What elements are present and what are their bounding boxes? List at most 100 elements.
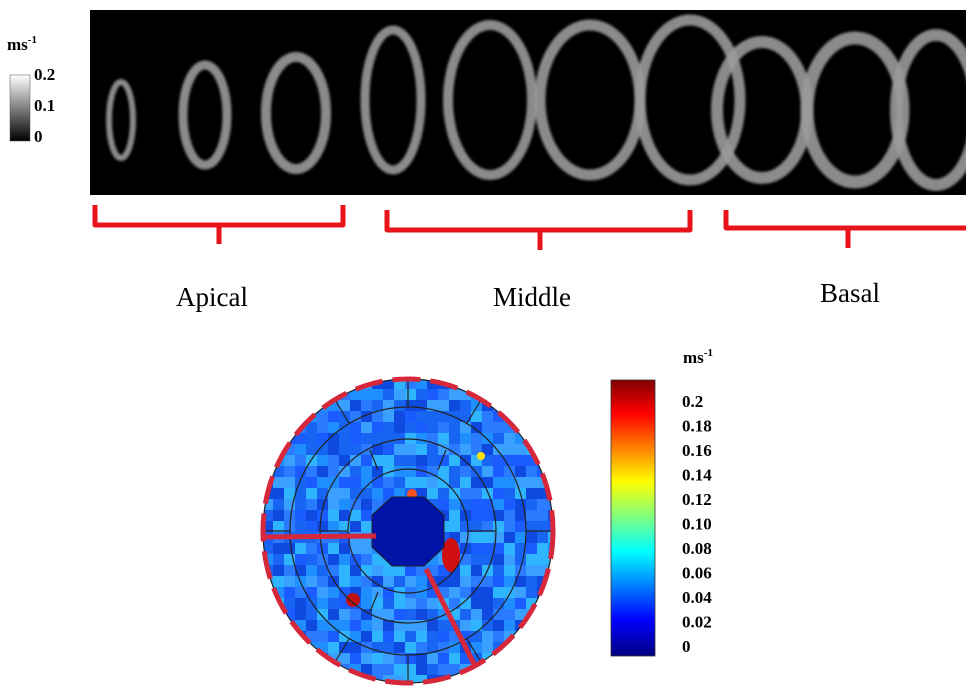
- pixel: [372, 664, 383, 675]
- pixel: [416, 400, 427, 411]
- tick-label: 0.16: [682, 441, 712, 460]
- pixel: [339, 477, 350, 488]
- pixel: [405, 631, 416, 642]
- pixel: [493, 598, 504, 609]
- pixel: [460, 466, 471, 477]
- pixel: [361, 521, 372, 532]
- pixel: [394, 642, 405, 653]
- pixel: [504, 620, 515, 631]
- pixel: [273, 411, 284, 422]
- pixel: [295, 411, 306, 422]
- pixel: [317, 389, 328, 400]
- pixel: [493, 532, 504, 543]
- pixel: [449, 433, 460, 444]
- pixel: [262, 400, 273, 411]
- pixel: [284, 653, 295, 664]
- pixel: [361, 576, 372, 587]
- pixel: [427, 455, 438, 466]
- pixel: [262, 411, 273, 422]
- pixel: [493, 554, 504, 565]
- pixel: [262, 466, 273, 477]
- pixel: [438, 400, 449, 411]
- pixel: [328, 543, 339, 554]
- pixel: [504, 499, 515, 510]
- pixel: [537, 620, 548, 631]
- unit-base: ms: [683, 348, 704, 367]
- pixel: [460, 565, 471, 576]
- pixel: [350, 422, 361, 433]
- pixel: [350, 521, 361, 532]
- pixel: [350, 477, 361, 488]
- pixel: [416, 422, 427, 433]
- pixel: [339, 543, 350, 554]
- pixel: [537, 675, 548, 686]
- pixel: [482, 477, 493, 488]
- pixel: [449, 400, 460, 411]
- pixel: [361, 653, 372, 664]
- pixel: [273, 620, 284, 631]
- pixel: [548, 466, 559, 477]
- pixel: [306, 565, 317, 576]
- pixel: [339, 675, 350, 686]
- pixel: [438, 631, 449, 642]
- pixel: [317, 598, 328, 609]
- unit-sup: -1: [28, 34, 37, 46]
- pixel: [515, 400, 526, 411]
- pixel: [449, 598, 460, 609]
- pixel: [328, 631, 339, 642]
- pixel: [394, 664, 405, 675]
- pixel: [317, 587, 328, 598]
- pixel: [317, 466, 328, 477]
- pixel: [548, 609, 559, 620]
- pixel: [361, 510, 372, 521]
- pixel: [493, 499, 504, 510]
- pixel: [361, 598, 372, 609]
- pixel: [262, 389, 273, 400]
- pixel: [295, 664, 306, 675]
- pixel: [284, 642, 295, 653]
- pixel: [471, 543, 482, 554]
- pixel: [361, 455, 372, 466]
- pixel: [427, 664, 438, 675]
- pixel: [460, 378, 471, 389]
- pixel: [504, 576, 515, 587]
- pixel: [350, 466, 361, 477]
- tick-label: 0.06: [682, 564, 712, 583]
- pixel: [427, 422, 438, 433]
- pixel: [482, 422, 493, 433]
- tick-label: 0.2: [34, 65, 55, 84]
- pixel: [273, 543, 284, 554]
- pixel: [273, 642, 284, 653]
- pixel: [460, 433, 471, 444]
- tick-label: 0.2: [682, 392, 703, 411]
- pixel: [460, 422, 471, 433]
- pixel: [482, 543, 493, 554]
- pixel: [361, 565, 372, 576]
- pixel: [394, 477, 405, 488]
- pixel: [306, 378, 317, 389]
- pixel: [273, 664, 284, 675]
- pixel: [438, 422, 449, 433]
- pixel: [493, 477, 504, 488]
- pixel: [339, 565, 350, 576]
- section-label: Apical: [176, 282, 248, 312]
- pixel: [427, 488, 438, 499]
- pixel: [537, 378, 548, 389]
- tick-label: 0.04: [682, 588, 712, 607]
- section-label: Basal: [820, 278, 880, 308]
- pixel: [361, 466, 372, 477]
- unit-sup: -1: [704, 347, 713, 359]
- pixel: [361, 400, 372, 411]
- pixel: [317, 664, 328, 675]
- pixel: [493, 587, 504, 598]
- pixel: [482, 598, 493, 609]
- color-bar: [611, 380, 655, 656]
- pixel: [306, 433, 317, 444]
- pixel: [438, 499, 449, 510]
- pixel: [482, 411, 493, 422]
- pixel: [416, 477, 427, 488]
- pixel: [317, 675, 328, 686]
- pixel: [306, 521, 317, 532]
- pixel: [405, 642, 416, 653]
- pixel: [262, 642, 273, 653]
